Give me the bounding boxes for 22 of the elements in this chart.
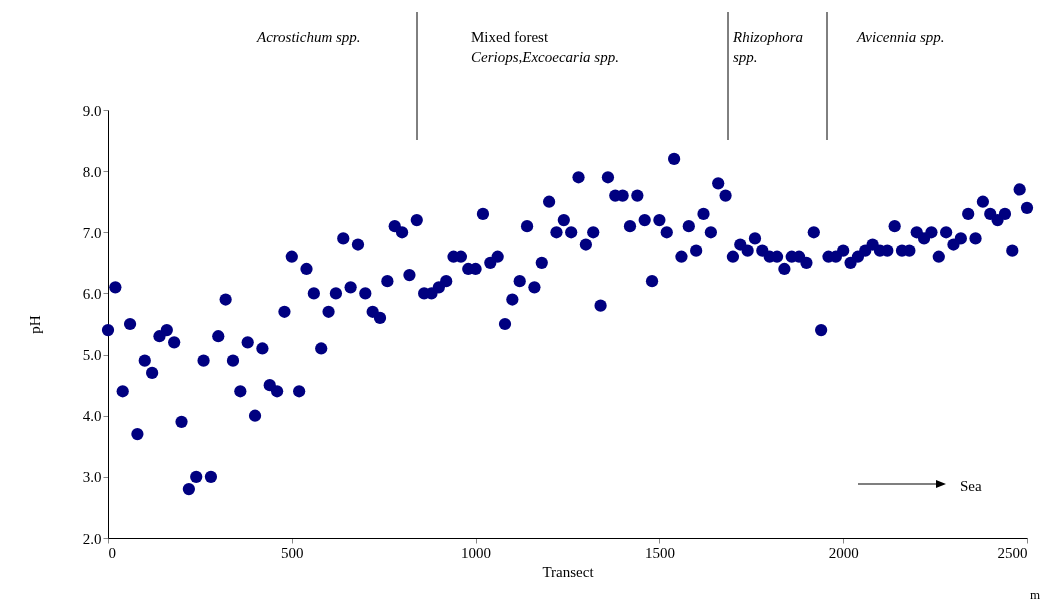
y-tick-label: 3.0: [82, 469, 102, 486]
text: Acrostichum spp.: [256, 29, 361, 45]
x-tick-label: 2500: [997, 544, 1028, 561]
y-tick-label: 7.0: [82, 224, 102, 241]
y-tick-label: 5.0: [82, 347, 102, 364]
x-tick-label: 1500: [644, 544, 675, 561]
y-axis-title: pH: [26, 315, 43, 334]
x-tick-label: 2000: [828, 544, 859, 561]
y-tick-label: 8.0: [82, 163, 102, 180]
y-tick-label: 6.0: [82, 285, 102, 302]
annotation: Sea: [960, 478, 982, 494]
x-axis-title: Transect: [542, 563, 595, 580]
x-tick-label: 1000: [461, 544, 492, 561]
text: m: [1030, 587, 1041, 600]
y-tick-label: 2.0: [82, 530, 102, 547]
y-tick-label: 4.0: [82, 408, 102, 425]
y-tick-label: 9.0: [82, 102, 102, 119]
x-tick-label: 500: [281, 544, 304, 561]
text: Avicennia spp.: [856, 29, 945, 45]
text: Mixed forest Ceriops,Excoecaria spp.: [471, 29, 619, 65]
text: Rhizophora spp.: [732, 29, 804, 65]
x-tick-label: 0: [108, 544, 116, 561]
